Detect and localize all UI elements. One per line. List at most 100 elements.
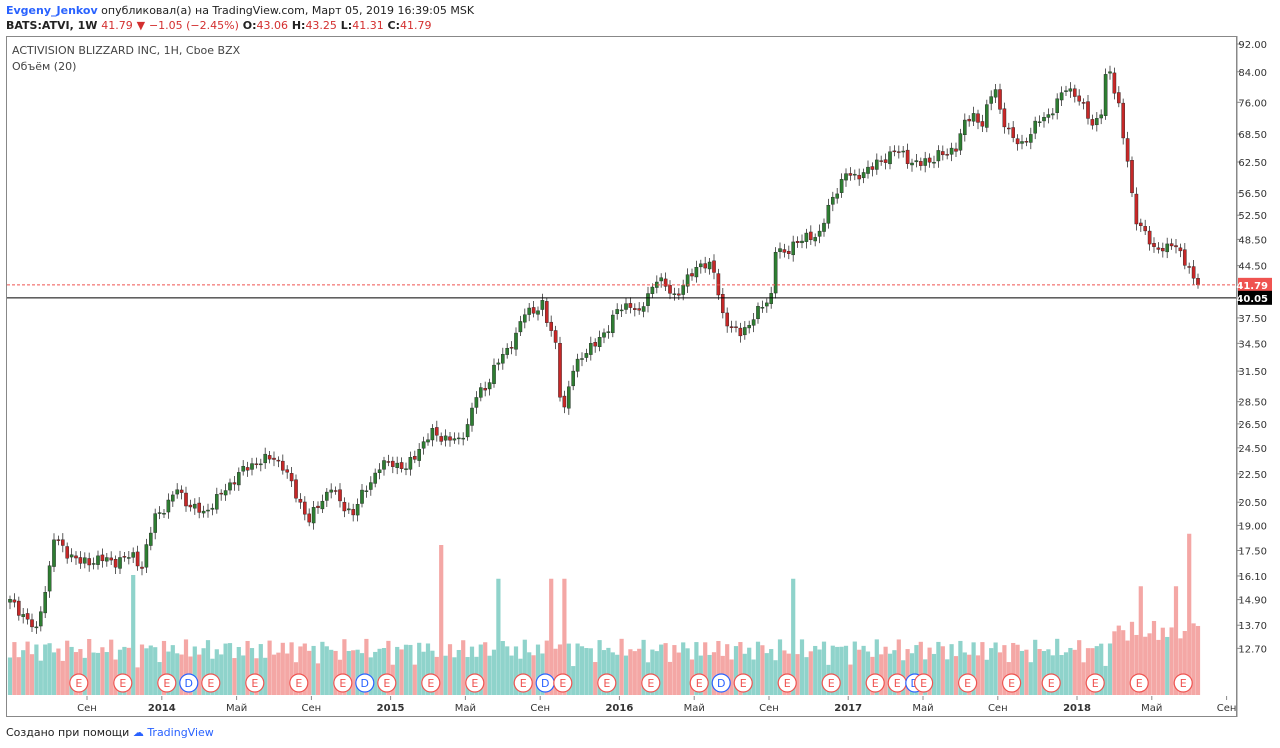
earnings-marker[interactable]: E	[421, 673, 441, 693]
volume-bar	[412, 664, 417, 695]
earnings-marker[interactable]: E	[465, 673, 485, 693]
candle	[1130, 156, 1134, 197]
candle-body	[320, 500, 325, 510]
candle-body	[910, 162, 914, 166]
candle-body	[690, 273, 694, 277]
price-tick-label: 24.50	[1238, 444, 1267, 455]
marker-letter: E	[1092, 677, 1099, 690]
earnings-marker[interactable]: E	[1173, 673, 1193, 693]
candle-body	[483, 388, 488, 391]
earnings-marker[interactable]: E	[1129, 673, 1149, 693]
price-label-text: 40.05	[1236, 294, 1268, 305]
dividend-marker[interactable]: D	[711, 673, 731, 693]
volume-bar	[148, 645, 153, 695]
volume-bar	[747, 647, 752, 695]
candle-body	[118, 557, 122, 569]
earnings-marker[interactable]: E	[913, 673, 934, 693]
earnings-marker[interactable]: E	[887, 673, 907, 693]
volume-bar	[1160, 627, 1165, 695]
earnings-marker[interactable]: E	[733, 673, 753, 693]
candle-body	[91, 563, 96, 565]
dividend-marker[interactable]: D	[179, 673, 199, 693]
volume-bar	[1055, 638, 1060, 695]
volume-bar	[764, 653, 769, 695]
price-tick-label: 22.50	[1238, 470, 1267, 481]
earnings-marker[interactable]: E	[957, 673, 978, 693]
volume-bar	[782, 650, 787, 695]
dividend-marker[interactable]: D	[355, 673, 375, 693]
candle	[47, 560, 52, 598]
earnings-marker[interactable]: E	[377, 673, 397, 693]
earnings-marker[interactable]: E	[777, 673, 797, 693]
earnings-marker[interactable]: E	[1001, 673, 1022, 693]
earnings-marker[interactable]: E	[513, 673, 533, 693]
series-title: ACTIVISION BLIZZARD INC, 1H, Cboe BZX	[12, 44, 241, 57]
candle	[113, 555, 118, 574]
candle	[1077, 89, 1081, 106]
chart-legend: ACTIVISION BLIZZARD INC, 1H, Cboe BZX Об…	[12, 44, 240, 76]
volume-bar	[918, 641, 923, 695]
candle-body	[853, 173, 857, 176]
earnings-marker[interactable]: E	[245, 673, 265, 693]
earnings-marker[interactable]: E	[821, 673, 841, 693]
candle	[1169, 238, 1174, 250]
candle	[452, 432, 457, 444]
volume-bar	[544, 640, 549, 695]
time-tick-label: Май	[226, 703, 247, 714]
candle	[245, 461, 250, 477]
candle-body	[289, 473, 294, 482]
candle-body	[39, 611, 43, 627]
candle-body	[1002, 108, 1007, 128]
volume-bar	[571, 666, 576, 695]
earnings-marker[interactable]: E	[865, 673, 885, 693]
candle	[289, 466, 294, 488]
earnings-marker[interactable]: E	[553, 673, 573, 693]
marker-circle	[711, 673, 731, 693]
earnings-marker[interactable]: E	[157, 673, 177, 693]
dividend-marker[interactable]: D	[535, 673, 555, 693]
candle	[756, 302, 760, 324]
earnings-marker[interactable]: E	[641, 673, 661, 693]
earnings-marker[interactable]: E	[69, 673, 89, 693]
tradingview-logo-icon[interactable]: ☁	[132, 726, 144, 739]
candle	[1055, 93, 1059, 120]
candle-body	[971, 113, 976, 122]
candle	[316, 501, 320, 514]
candle-body	[241, 466, 246, 472]
volume-bar	[738, 642, 743, 695]
candle-body	[804, 232, 809, 242]
candle-body	[1046, 114, 1051, 118]
earnings-marker[interactable]: E	[113, 673, 133, 693]
candle	[1015, 134, 1020, 151]
earnings-marker[interactable]: E	[1041, 673, 1061, 693]
candle	[175, 483, 180, 499]
candle-body	[166, 499, 171, 513]
candle	[30, 613, 34, 633]
candle	[685, 268, 690, 294]
candle-body	[949, 147, 954, 155]
candle	[1160, 242, 1165, 258]
earnings-marker[interactable]: E	[597, 673, 617, 693]
candle-body	[839, 179, 844, 193]
candle-body	[175, 489, 180, 495]
author-link[interactable]: Evgeny_Jenkov	[6, 4, 98, 17]
earnings-marker[interactable]: E	[201, 673, 221, 693]
volume-bar	[311, 645, 316, 695]
earnings-marker[interactable]: E	[689, 673, 709, 693]
marker-circle	[113, 673, 133, 693]
volume-bar	[346, 651, 351, 695]
earnings-marker[interactable]: E	[289, 673, 309, 693]
candle-body	[822, 222, 826, 232]
tradingview-link[interactable]: TradingView	[147, 726, 214, 739]
candle	[800, 234, 804, 249]
candle-body	[263, 453, 268, 464]
candle-body	[197, 502, 202, 513]
volume-bar	[557, 644, 563, 695]
candle	[527, 303, 531, 322]
volume-bar	[945, 659, 950, 695]
candle	[901, 146, 905, 158]
earnings-marker[interactable]: E	[1085, 673, 1105, 693]
price-tick-label: 19.00	[1238, 521, 1267, 532]
earnings-marker[interactable]: E	[333, 673, 353, 693]
